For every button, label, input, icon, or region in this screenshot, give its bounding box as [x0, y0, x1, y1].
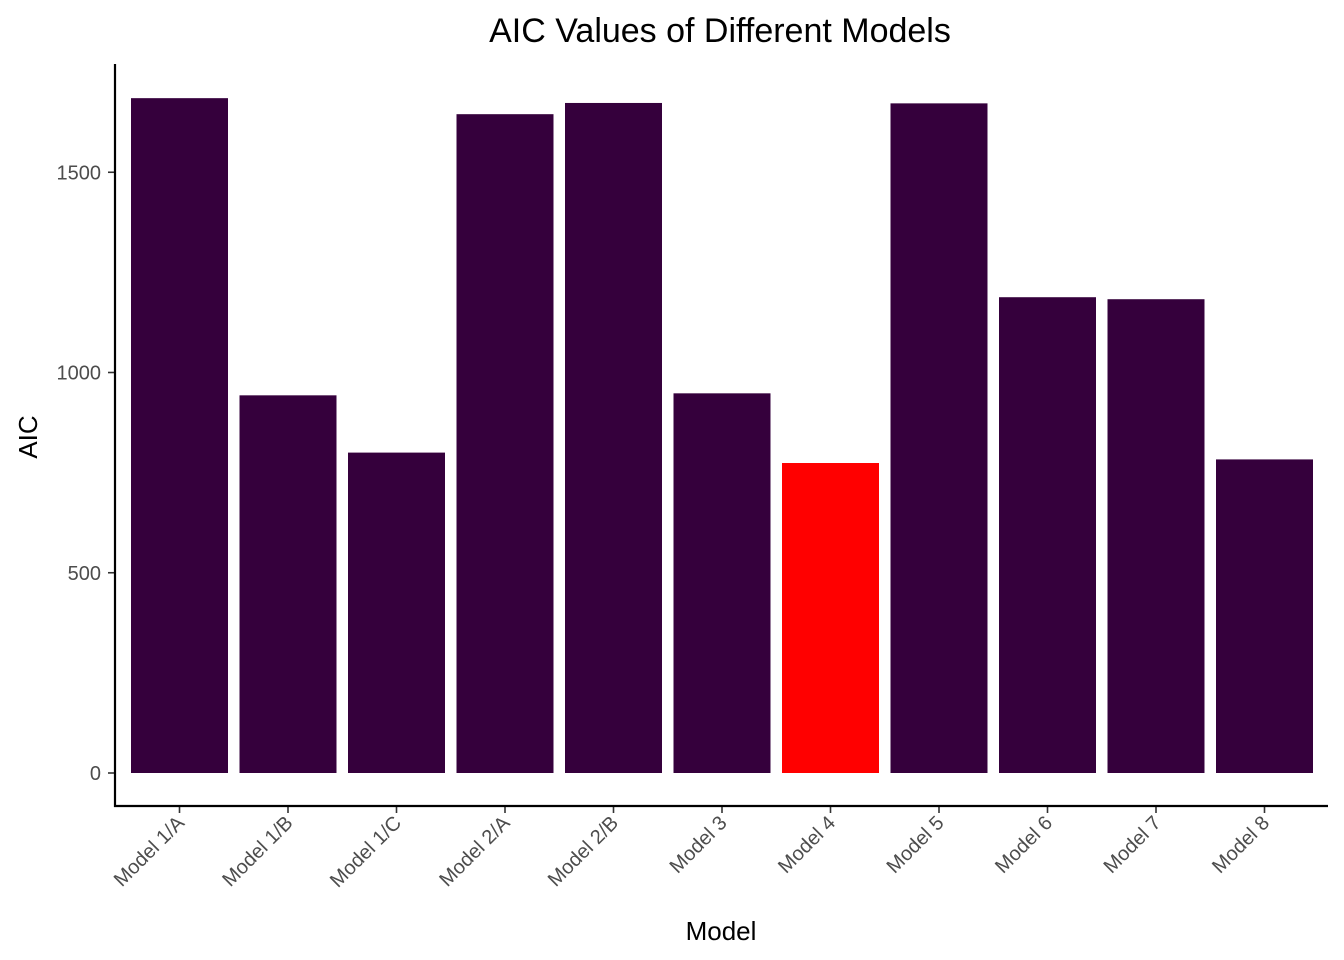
y-tick-label: 0 — [90, 763, 101, 785]
x-tick-label: Model 1/B — [218, 812, 297, 891]
bar-model-4 — [782, 463, 879, 773]
bar-model-1-a — [131, 98, 228, 773]
x-axis-title: Model — [686, 916, 757, 946]
x-tick-label: Model 1/A — [110, 812, 190, 892]
bar-model-3 — [673, 393, 771, 773]
x-tick-label: Model 6 — [991, 812, 1057, 878]
x-tick-label: Model 8 — [1208, 812, 1274, 878]
x-tick-label: Model 7 — [1100, 812, 1166, 878]
y-tick-label: 1000 — [57, 363, 102, 385]
chart-title: AIC Values of Different Models — [489, 12, 951, 50]
x-tick-label: Model 3 — [666, 812, 732, 878]
bar-model-6 — [999, 297, 1096, 773]
x-tick-label: Model 1/C — [326, 812, 406, 892]
y-axis: 0 500 1000 1500 — [57, 64, 117, 807]
bar-model-2-a — [456, 114, 554, 774]
bar-model-8 — [1216, 459, 1313, 773]
bar-model-5 — [890, 103, 988, 774]
bars-group — [131, 98, 1313, 774]
x-tick-label: Model 5 — [883, 812, 949, 878]
y-tick-label: 1500 — [57, 162, 102, 184]
bar-model-7 — [1107, 299, 1205, 773]
bar-model-1-c — [348, 452, 445, 773]
y-tick-label: 500 — [68, 563, 101, 585]
x-axis: Model 1/A Model 1/B Model 1/C Model 2/A Mode… — [110, 804, 1328, 892]
y-axis-title: AIC — [13, 415, 43, 458]
x-tick-label: Model 4 — [774, 812, 840, 878]
x-tick-label: Model 2/A — [435, 812, 515, 892]
x-tick-label: Model 2/B — [544, 812, 623, 891]
bar-model-2-b — [565, 102, 662, 773]
bar-model-1-b — [239, 395, 337, 773]
